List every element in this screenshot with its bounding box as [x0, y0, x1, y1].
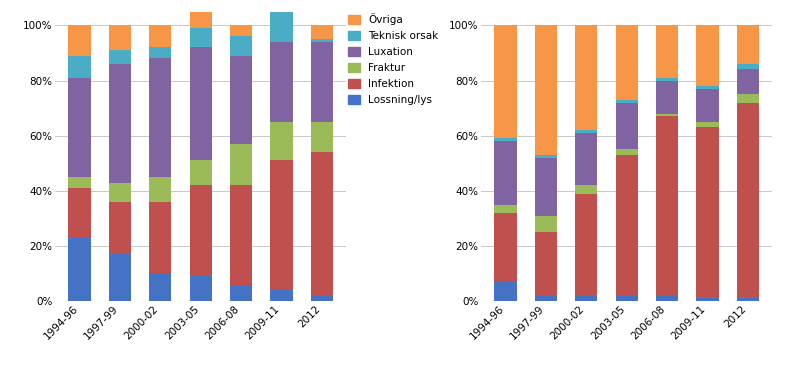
Bar — [737, 298, 759, 301]
Bar — [69, 177, 91, 188]
Bar — [190, 276, 212, 301]
Bar — [494, 25, 517, 139]
Bar — [310, 122, 333, 152]
Bar — [149, 274, 171, 301]
Bar — [615, 25, 637, 100]
Bar — [190, 47, 212, 161]
Bar — [535, 155, 557, 158]
Bar — [230, 25, 252, 36]
Bar — [737, 94, 759, 103]
Bar — [230, 284, 252, 301]
Bar — [310, 42, 333, 122]
Bar — [69, 188, 91, 238]
Bar — [149, 58, 171, 177]
Bar — [656, 116, 678, 296]
Bar — [656, 296, 678, 301]
Bar — [737, 69, 759, 94]
Bar — [737, 64, 759, 69]
Bar — [656, 78, 678, 81]
Bar — [109, 64, 131, 183]
Bar — [149, 177, 171, 202]
Bar — [494, 282, 517, 301]
Bar — [109, 202, 131, 254]
Bar — [310, 296, 333, 301]
Bar — [109, 254, 131, 301]
Bar — [109, 183, 131, 202]
Bar — [615, 100, 637, 103]
Bar — [697, 127, 719, 298]
Bar — [69, 238, 91, 301]
Bar — [737, 25, 759, 64]
Bar — [535, 216, 557, 232]
Bar — [697, 298, 719, 301]
Bar — [69, 78, 91, 177]
Bar — [310, 152, 333, 296]
Bar — [149, 202, 171, 274]
Bar — [575, 130, 597, 133]
Bar — [270, 290, 292, 301]
Bar — [575, 133, 597, 185]
Bar — [615, 149, 637, 155]
Bar — [494, 213, 517, 282]
Bar — [535, 232, 557, 296]
Bar — [310, 39, 333, 42]
Bar — [190, 185, 212, 276]
Bar — [190, 0, 212, 28]
Bar — [697, 122, 719, 127]
Bar — [109, 25, 131, 50]
Bar — [535, 296, 557, 301]
Bar — [69, 25, 91, 56]
Bar — [69, 56, 91, 78]
Bar — [494, 205, 517, 213]
Bar — [230, 56, 252, 144]
Bar — [270, 122, 292, 161]
Bar — [109, 50, 131, 64]
Bar — [697, 86, 719, 89]
Bar — [535, 158, 557, 216]
Bar — [190, 161, 212, 185]
Bar — [230, 36, 252, 56]
Bar — [494, 139, 517, 141]
Bar — [190, 28, 212, 47]
Bar — [494, 141, 517, 205]
Bar — [575, 185, 597, 193]
Bar — [270, 0, 292, 12]
Bar — [535, 25, 557, 155]
Bar — [737, 103, 759, 298]
Bar — [270, 161, 292, 290]
Bar — [575, 296, 597, 301]
Bar — [149, 47, 171, 58]
Bar — [615, 155, 637, 296]
Bar — [575, 193, 597, 296]
Bar — [656, 113, 678, 116]
Bar — [270, 12, 292, 42]
Bar — [149, 25, 171, 47]
Bar — [575, 25, 597, 130]
Bar — [270, 42, 292, 122]
Bar — [615, 296, 637, 301]
Bar — [697, 25, 719, 86]
Bar — [230, 144, 252, 185]
Bar — [615, 103, 637, 149]
Legend: Övriga, Teknisk orsak, Luxation, Fraktur, Infektion, Lossning/lys: Övriga, Teknisk orsak, Luxation, Fraktur… — [346, 11, 440, 107]
Bar — [697, 89, 719, 122]
Bar — [310, 25, 333, 39]
Bar — [230, 185, 252, 284]
Bar — [656, 25, 678, 78]
Bar — [656, 81, 678, 113]
